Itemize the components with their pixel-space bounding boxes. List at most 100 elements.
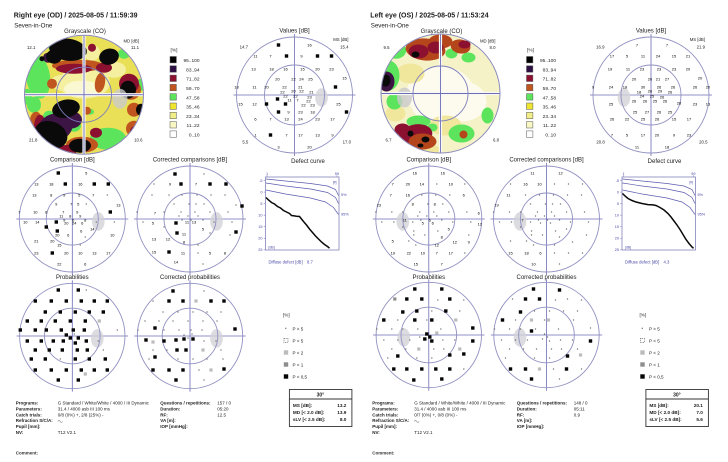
svg-text:P < 2: P < 2 [649, 350, 660, 355]
svg-text:20: 20 [291, 89, 296, 94]
svg-text:12.5: 12.5 [217, 412, 226, 417]
svg-text:9: 9 [63, 218, 66, 223]
svg-text:27: 27 [665, 77, 670, 82]
svg-text:25: 25 [641, 117, 646, 122]
svg-text:26: 26 [657, 110, 662, 115]
svg-text:23..34: 23..34 [543, 114, 557, 120]
svg-text:Probabilities: Probabilities [56, 275, 89, 281]
svg-text:P < 1: P < 1 [649, 362, 660, 367]
svg-text:7: 7 [611, 133, 614, 138]
svg-text:5.5: 5.5 [242, 139, 249, 144]
svg-text:7: 7 [441, 262, 444, 267]
svg-text:sLV [< 2.5 dB]:: sLV [< 2.5 dB]: [293, 417, 326, 422]
svg-text:Parameters:: Parameters: [16, 407, 43, 412]
svg-text:95%: 95% [341, 213, 349, 217]
svg-text:Grayscale (CO): Grayscale (CO) [421, 29, 463, 35]
svg-text:20: 20 [264, 85, 269, 90]
svg-text:11: 11 [252, 85, 257, 90]
svg-text:P < 5: P < 5 [293, 338, 304, 343]
svg-text:9: 9 [673, 133, 676, 138]
svg-text:10: 10 [258, 214, 262, 218]
svg-text:8: 8 [183, 240, 186, 245]
svg-text:0/7 (0%) +, 0/8 (0%) -: 0/7 (0%) +, 0/8 (0%) - [414, 412, 458, 417]
svg-text:Corrected comparisons [dB]: Corrected comparisons [dB] [153, 157, 228, 163]
svg-text:7: 7 [296, 98, 299, 103]
svg-text:G Standard / White/White / 400: G Standard / White/White / 4000 / III Dy… [414, 401, 506, 406]
svg-text:17.0: 17.0 [343, 139, 352, 144]
svg-text:5: 5 [626, 54, 629, 59]
svg-text:59: 59 [335, 172, 339, 176]
svg-text:22: 22 [57, 262, 62, 267]
svg-text:16: 16 [413, 171, 418, 176]
svg-text:14.7: 14.7 [240, 44, 249, 49]
svg-text:Programs:: Programs: [372, 401, 395, 406]
svg-text:MS [dB]:: MS [dB]: [293, 403, 313, 408]
svg-text:31.4 / 4000 asb III 100 ms: 31.4 / 4000 asb III 100 ms [58, 407, 111, 412]
svg-text:47..58: 47..58 [186, 95, 200, 101]
svg-text:8: 8 [50, 193, 53, 198]
svg-text:14: 14 [174, 260, 179, 265]
svg-text:Right eye (OD) / 2025-08-05 /: Right eye (OD) / 2025-08-05 / 11:59:39 [14, 13, 138, 20]
svg-text:25: 25 [653, 99, 658, 104]
svg-text:P > 5: P > 5 [649, 326, 660, 331]
svg-text:Comment:: Comment: [16, 451, 39, 456]
svg-text:MD [< 2.0 dB]:: MD [< 2.0 dB]: [649, 410, 681, 415]
svg-text:14: 14 [90, 227, 95, 232]
svg-text:Grayscale (CO): Grayscale (CO) [64, 29, 106, 35]
svg-text:RF:: RF: [160, 412, 168, 417]
svg-text:T12 V2.1: T12 V2.1 [414, 430, 433, 435]
svg-text:7: 7 [62, 210, 65, 215]
svg-text:13: 13 [284, 117, 289, 122]
svg-text:P < 1: P < 1 [293, 362, 304, 367]
svg-text:20: 20 [686, 67, 691, 72]
svg-text:6: 6 [539, 251, 542, 256]
svg-text:13: 13 [116, 203, 121, 208]
svg-text:11: 11 [506, 193, 511, 198]
svg-text:11: 11 [403, 218, 408, 223]
svg-text:20.5: 20.5 [699, 139, 708, 144]
svg-text:[%]: [%] [171, 48, 178, 54]
svg-text:9: 9 [468, 240, 471, 245]
svg-text:Refraction S/C/A:: Refraction S/C/A: [16, 418, 54, 423]
svg-text:26: 26 [610, 117, 615, 122]
svg-text:NV:: NV: [16, 430, 24, 435]
svg-text:Catch trials:: Catch trials: [16, 412, 43, 417]
svg-text:18: 18 [234, 85, 239, 90]
svg-text:P < 0,5: P < 0,5 [293, 374, 308, 379]
svg-text:47..58: 47..58 [543, 95, 557, 101]
svg-text:Values [dB]: Values [dB] [636, 28, 667, 34]
svg-text:Corrected probabilities: Corrected probabilities [160, 275, 220, 281]
svg-text:19: 19 [608, 67, 613, 72]
svg-text:6.7: 6.7 [386, 137, 393, 142]
svg-text:31.4 / 4000 asb III 100 ms: 31.4 / 4000 asb III 100 ms [414, 407, 467, 412]
svg-text:9: 9 [300, 54, 303, 59]
svg-text:4.3: 4.3 [664, 260, 670, 265]
svg-text:15.4: 15.4 [340, 44, 349, 49]
svg-text:22: 22 [282, 85, 287, 90]
svg-text:16: 16 [406, 193, 411, 198]
svg-text:05:20: 05:20 [217, 407, 229, 412]
svg-text:10: 10 [615, 214, 619, 218]
svg-text:9: 9 [63, 193, 66, 198]
svg-text:7: 7 [18, 210, 21, 215]
svg-text:71..82: 71..82 [186, 77, 200, 83]
svg-text:14: 14 [420, 182, 425, 187]
svg-text:10: 10 [23, 220, 28, 225]
svg-text:MD [< 2.0 dB]:: MD [< 2.0 dB]: [293, 410, 325, 415]
svg-text:23: 23 [657, 67, 662, 72]
svg-text:7: 7 [666, 43, 669, 48]
svg-text:22: 22 [301, 103, 306, 108]
svg-text:9.5: 9.5 [384, 45, 391, 50]
svg-text:20: 20 [275, 77, 280, 82]
svg-text:25: 25 [308, 77, 313, 82]
svg-text:15: 15 [672, 54, 677, 59]
svg-text:7: 7 [636, 43, 639, 48]
svg-text:15: 15 [57, 243, 62, 248]
svg-text:8: 8 [434, 202, 437, 207]
svg-text:VA [m]:: VA [m]: [517, 418, 533, 423]
svg-text:8.0: 8.0 [340, 417, 347, 422]
svg-text:23..34: 23..34 [186, 114, 200, 120]
svg-text:sLV [< 2.5 dB]:: sLV [< 2.5 dB]: [649, 417, 682, 422]
svg-text:5: 5 [209, 251, 212, 256]
svg-text:20.8: 20.8 [596, 139, 605, 144]
